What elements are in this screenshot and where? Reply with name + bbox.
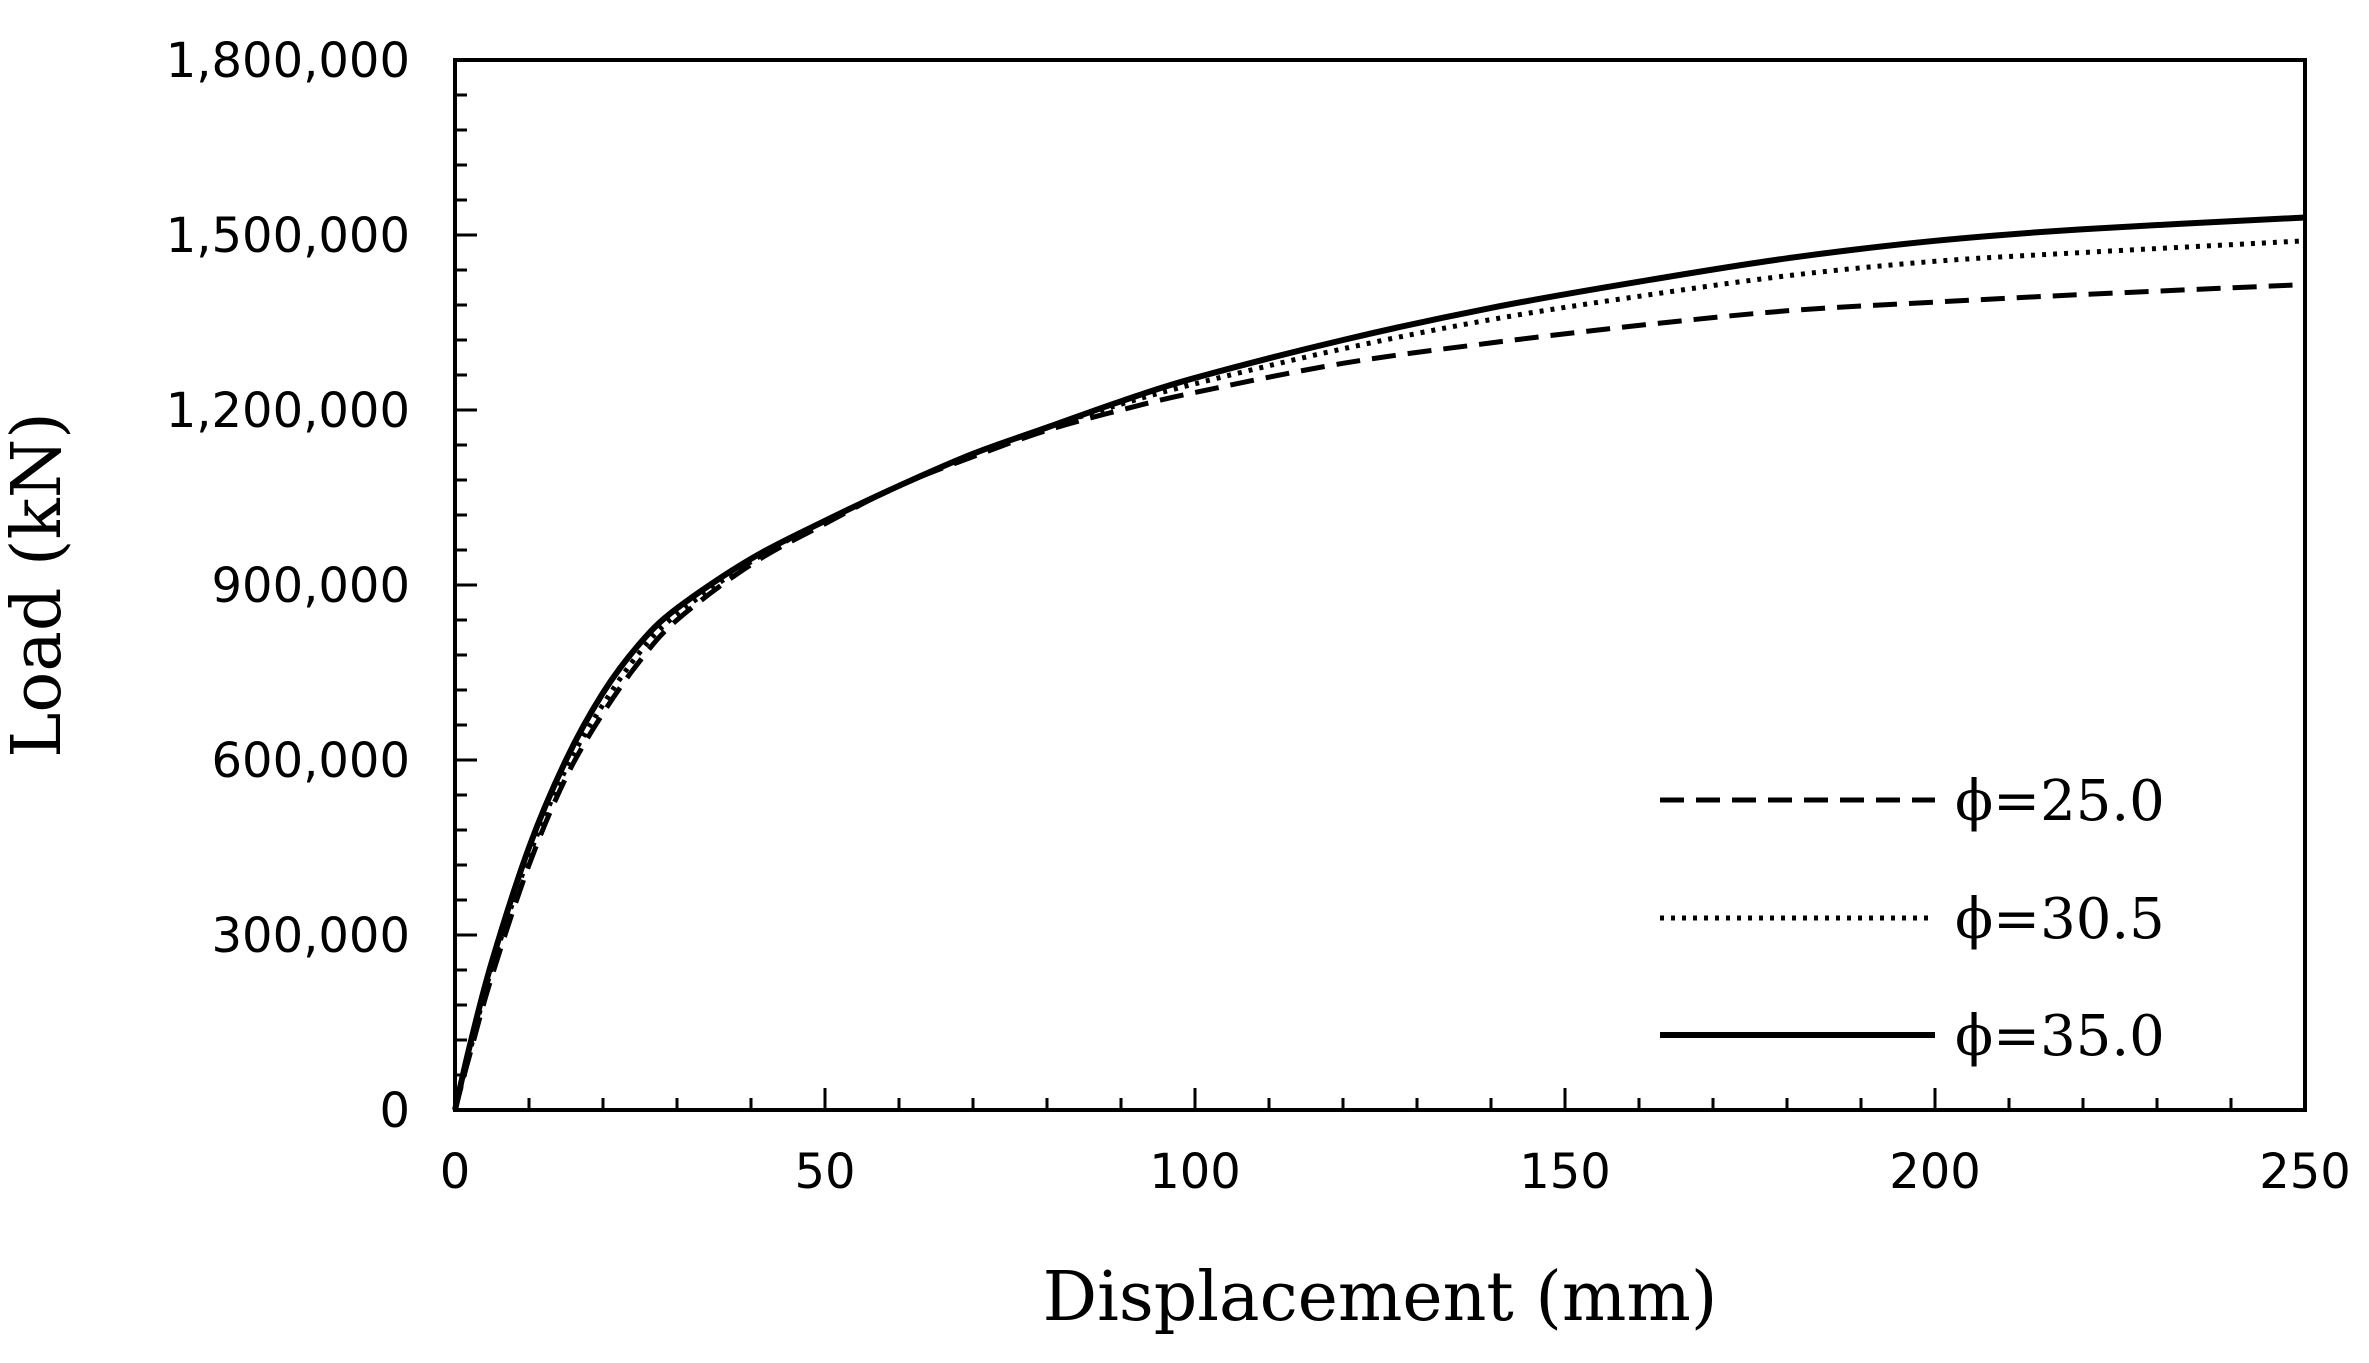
y-axis-title: Load (kN) <box>0 412 77 758</box>
series-line-1 <box>452 282 2306 1111</box>
x-tick-label: 100 <box>1149 1144 1241 1200</box>
y-tick-label: 600,000 <box>212 733 411 789</box>
y-tick-label: 1,800,000 <box>166 33 410 89</box>
x-tick-label: 250 <box>2259 1144 2351 1200</box>
series-line-3 <box>452 214 2306 1111</box>
y-tick-label: 0 <box>379 1083 410 1139</box>
series-line-2 <box>452 238 2306 1111</box>
x-tick-label: 150 <box>1519 1144 1611 1200</box>
tick-labels: 0 50 100 150 200 250 0 300,000 600,000 900,000 1,2… <box>166 33 2351 1200</box>
legend: ϕ=25.0 ϕ=30.5 ϕ=35.0 <box>1660 769 2165 1069</box>
y-tick-label: 900,000 <box>212 558 411 614</box>
x-axis-title: Displacement (mm) <box>1043 1258 1718 1337</box>
x-tick-label: 50 <box>794 1144 855 1200</box>
legend-label-1: ϕ=25.0 <box>1955 769 2165 834</box>
series-lines <box>452 214 2306 1111</box>
x-tick-label: 0 <box>440 1144 471 1200</box>
tick-marks <box>453 58 2307 1112</box>
plot-area-frame <box>453 58 2307 1112</box>
legend-label-2: ϕ=30.5 <box>1955 887 2165 952</box>
y-tick-label: 1,500,000 <box>166 208 410 264</box>
y-tick-label: 1,200,000 <box>166 383 410 439</box>
y-tick-label: 300,000 <box>212 908 411 964</box>
legend-label-3: ϕ=35.0 <box>1955 1004 2165 1069</box>
x-tick-label: 200 <box>1889 1144 1981 1200</box>
